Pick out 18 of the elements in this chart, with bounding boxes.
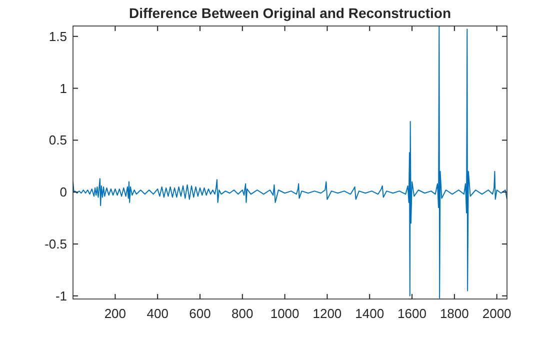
x-tick-label: 1800 (440, 306, 469, 321)
x-tick-label: 1200 (312, 306, 342, 321)
y-tick-label: -0.5 (44, 236, 67, 252)
y-tick-label: 0 (60, 184, 67, 200)
y-tick-label: 1.5 (48, 28, 67, 44)
y-tick-label: 1 (60, 80, 67, 96)
x-tick-label: 2000 (482, 306, 512, 321)
y-tick-label: -1 (55, 288, 67, 304)
line-series (73, 26, 507, 298)
x-tick-label: 1600 (398, 306, 426, 321)
x-tick-label: 1000 (270, 306, 300, 321)
x-tick-label: 600 (189, 306, 211, 321)
x-tick-label: 400 (146, 306, 168, 321)
x-tick-label: 200 (104, 306, 126, 321)
y-tick-label: 0.5 (48, 132, 67, 148)
x-tick-label: 800 (232, 306, 254, 321)
chart-title: Difference Between Original and Reconstruction (128, 5, 452, 21)
x-tick-label: 1400 (355, 306, 384, 321)
